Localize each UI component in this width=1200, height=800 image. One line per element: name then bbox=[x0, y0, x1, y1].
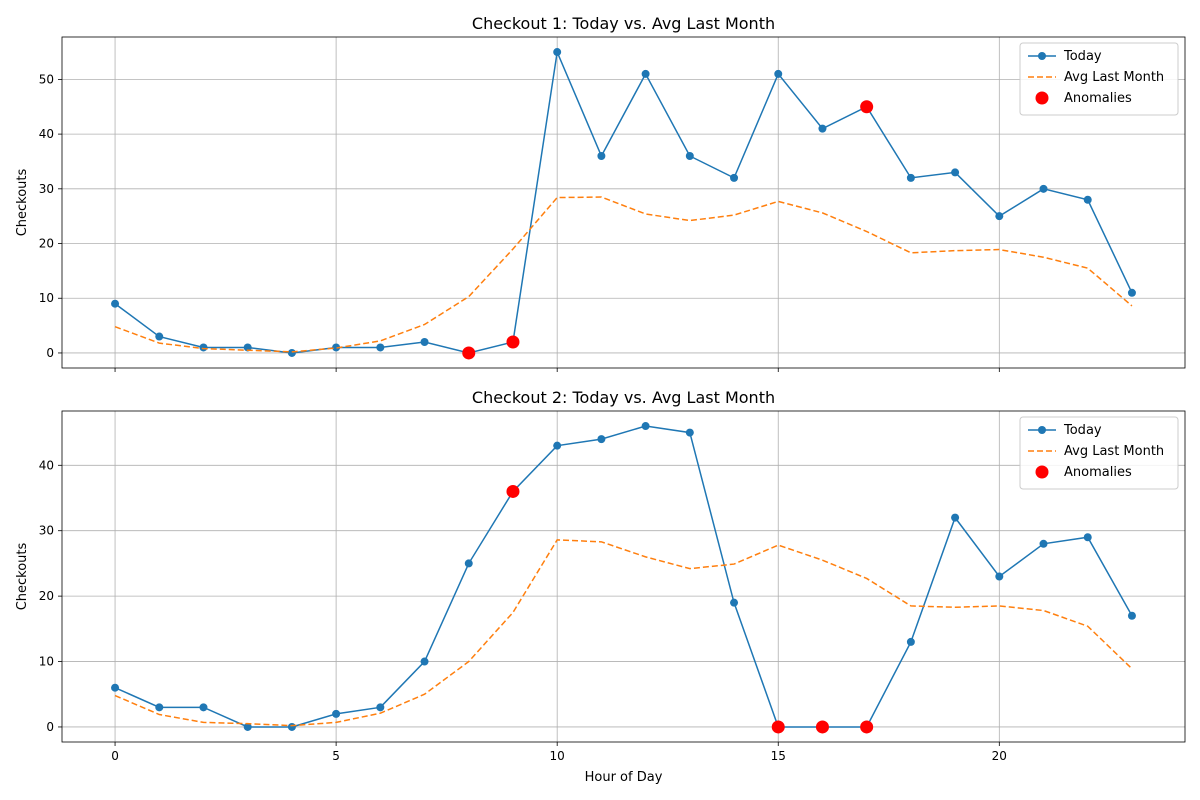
legend-avg-label: Avg Last Month bbox=[1064, 444, 1164, 459]
chart-title: Checkout 1: Today vs. Avg Last Month bbox=[472, 14, 775, 33]
today-point bbox=[287, 722, 296, 731]
legend-today-label: Today bbox=[1063, 423, 1102, 438]
legend-avg-label: Avg Last Month bbox=[1064, 70, 1164, 85]
legend: Today Avg Last Month Anomalies bbox=[1019, 416, 1179, 490]
y-tick-label: 50 bbox=[39, 72, 54, 86]
today-point bbox=[685, 151, 694, 160]
x-tick-label: 20 bbox=[992, 749, 1007, 763]
y-axis-label: Checkouts bbox=[15, 168, 30, 236]
anomaly-point bbox=[815, 720, 829, 734]
today-point bbox=[199, 343, 208, 352]
checkout-1-chart: 0 10 20 30 40 50 Checkout 1: Today vs. Avg Las… bbox=[15, 14, 1186, 372]
today-point bbox=[1127, 611, 1136, 620]
anomaly-point bbox=[771, 720, 785, 734]
legend-anomaly-marker bbox=[1035, 91, 1049, 105]
x-tick-label: 10 bbox=[550, 749, 565, 763]
today-point bbox=[332, 343, 341, 352]
today-point bbox=[1039, 539, 1048, 548]
today-point bbox=[376, 343, 385, 352]
y-tick-label: 0 bbox=[46, 346, 54, 360]
x-tick-label: 0 bbox=[111, 749, 119, 763]
today-point bbox=[553, 48, 562, 57]
today-point bbox=[287, 348, 296, 357]
today-point bbox=[1127, 288, 1136, 297]
y-tick-label: 0 bbox=[46, 720, 54, 734]
y-tick-label: 40 bbox=[39, 127, 54, 141]
checkout-2-chart: 0 5 10 15 20 0 10 20 30 40 Checkout 2: Today vs. A… bbox=[15, 388, 1186, 785]
plot-frame bbox=[61, 36, 1186, 369]
today-point bbox=[818, 124, 827, 133]
anomaly-point bbox=[860, 720, 874, 734]
today-point bbox=[420, 657, 429, 666]
y-tick-label: 40 bbox=[39, 458, 54, 472]
today-point bbox=[597, 435, 606, 444]
y-tick-label: 10 bbox=[39, 291, 54, 305]
y-tick-label: 10 bbox=[39, 655, 54, 669]
legend-today-marker bbox=[1038, 426, 1046, 434]
today-point bbox=[420, 338, 429, 347]
today-point bbox=[951, 513, 960, 522]
today-point bbox=[553, 441, 562, 450]
chart-title: Checkout 2: Today vs. Avg Last Month bbox=[472, 388, 775, 407]
today-point bbox=[641, 422, 650, 431]
today-point bbox=[243, 343, 252, 352]
today-point bbox=[111, 299, 120, 308]
today-line bbox=[114, 49, 1133, 354]
today-point bbox=[906, 173, 915, 182]
y-tick-label: 30 bbox=[39, 524, 54, 538]
avg-last-month-line bbox=[114, 539, 1133, 727]
today-point bbox=[332, 709, 341, 718]
today-point bbox=[376, 703, 385, 712]
today-point bbox=[597, 151, 606, 160]
legend-today-label: Today bbox=[1063, 49, 1102, 64]
anomaly-point bbox=[506, 484, 520, 498]
today-point bbox=[641, 69, 650, 78]
today-point bbox=[951, 168, 960, 177]
today-point bbox=[995, 212, 1004, 221]
legend-anomaly-marker bbox=[1035, 465, 1049, 479]
legend: Today Avg Last Month Anomalies bbox=[1019, 42, 1179, 116]
legend-anomalies-label: Anomalies bbox=[1064, 465, 1132, 480]
today-point bbox=[464, 559, 473, 568]
today-point bbox=[155, 332, 164, 341]
today-point bbox=[243, 722, 252, 731]
today-point bbox=[774, 69, 783, 78]
x-tick-label: 5 bbox=[332, 749, 340, 763]
legend-box bbox=[1019, 42, 1179, 116]
today-line bbox=[114, 425, 1133, 728]
anomaly-point bbox=[462, 346, 476, 360]
anomaly-point bbox=[506, 335, 520, 349]
today-point bbox=[906, 637, 915, 646]
y-axis-label: Checkouts bbox=[15, 542, 30, 610]
today-point bbox=[685, 428, 694, 437]
plot-frame bbox=[61, 410, 1186, 743]
y-tick-label: 20 bbox=[39, 589, 54, 603]
y-tick-label: 20 bbox=[39, 237, 54, 251]
today-point bbox=[1039, 184, 1048, 193]
today-point bbox=[995, 572, 1004, 581]
today-point bbox=[155, 703, 164, 712]
legend-anomalies-label: Anomalies bbox=[1064, 91, 1132, 106]
today-point bbox=[730, 598, 739, 607]
legend-box bbox=[1019, 416, 1179, 490]
y-tick-label: 30 bbox=[39, 182, 54, 196]
anomaly-point bbox=[860, 100, 874, 114]
x-axis-label: Hour of Day bbox=[585, 770, 663, 785]
today-point bbox=[730, 173, 739, 182]
avg-last-month-line bbox=[114, 196, 1133, 353]
legend-today-marker bbox=[1038, 52, 1046, 60]
today-point bbox=[111, 683, 120, 692]
today-point bbox=[1083, 195, 1092, 204]
x-tick-label: 15 bbox=[771, 749, 786, 763]
today-point bbox=[199, 703, 208, 712]
today-point bbox=[1083, 533, 1092, 542]
